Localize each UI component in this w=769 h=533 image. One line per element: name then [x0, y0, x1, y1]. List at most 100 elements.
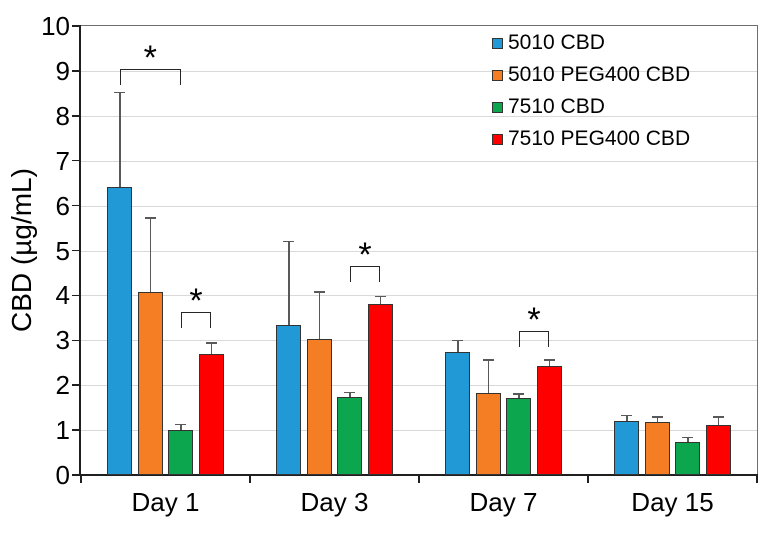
- y-axis-line: [79, 25, 81, 476]
- x-category-label: Day 3: [300, 487, 369, 517]
- error-bar-cap: [283, 240, 295, 243]
- legend-swatch-icon: [492, 37, 503, 49]
- error-bar-line: [149, 218, 151, 293]
- x-category-label: Day 7: [469, 487, 538, 517]
- bar-5010-peg400-cbd: [475, 392, 501, 475]
- bar-5010-cbd: [107, 186, 133, 475]
- error-bar-line: [119, 92, 121, 187]
- error-bar-line: [687, 437, 689, 443]
- y-tick-label: 0: [55, 460, 70, 490]
- significance-asterisk: *: [189, 282, 203, 321]
- significance-bracket: [119, 68, 181, 85]
- bar-5010-peg400-cbd: [644, 421, 670, 475]
- y-tick-mark: [72, 339, 79, 342]
- error-bar-cap: [682, 436, 694, 439]
- y-tick-mark: [72, 474, 79, 476]
- y-tick-mark: [72, 204, 79, 207]
- y-tick-mark: [72, 70, 79, 72]
- y-tick-label: 7: [55, 145, 70, 176]
- y-tick-mark: [72, 159, 79, 162]
- error-bar-cap: [712, 416, 724, 418]
- y-tick-label: 10: [41, 11, 70, 41]
- y-tick-mark: [72, 384, 79, 386]
- error-bar-cap: [205, 342, 217, 344]
- bar-7510-peg400-cbd: [536, 365, 562, 475]
- error-bar-line: [656, 417, 658, 422]
- x-category-label: Day 1: [131, 487, 200, 517]
- x-tick-mark: [587, 476, 589, 483]
- x-tick-mark: [80, 476, 82, 483]
- bar-7510-peg400-cbd: [705, 425, 731, 475]
- bar-5010-peg400-cbd: [137, 292, 163, 475]
- bar-7510-peg400-cbd: [198, 354, 224, 475]
- y-gridline: [81, 295, 757, 297]
- error-bar-cap: [452, 339, 464, 342]
- significance-asterisk: *: [527, 301, 541, 340]
- error-bar-line: [548, 360, 550, 366]
- error-bar-cap: [651, 416, 663, 418]
- error-bar-line: [349, 392, 351, 397]
- y-tick-label: 8: [55, 100, 70, 131]
- legend-swatch-icon: [492, 133, 503, 145]
- error-bar-cap: [513, 393, 525, 395]
- error-bar-cap: [114, 91, 126, 94]
- x-axis-line: [79, 474, 758, 476]
- x-tick-mark: [418, 476, 420, 483]
- error-bar-line: [210, 342, 212, 355]
- legend: 5010 CBD 5010 PEG400 CBD 7510 CBD 7510 PEG4…: [492, 27, 690, 155]
- error-bar-line: [717, 417, 719, 426]
- legend-label: 5010 CBD: [508, 31, 605, 54]
- legend-item: 5010 PEG400 CBD: [492, 59, 690, 91]
- error-bar-line: [180, 424, 182, 431]
- y-tick-label: 5: [55, 235, 70, 266]
- significance-asterisk: *: [143, 38, 157, 77]
- y-tick-mark: [72, 294, 79, 297]
- y-gridline: [81, 340, 757, 342]
- y-gridline: [81, 205, 757, 207]
- y-tick-mark: [72, 115, 79, 117]
- bar-5010-peg400-cbd: [306, 338, 332, 475]
- error-bar-cap: [374, 295, 386, 298]
- bar-5010-cbd: [445, 351, 471, 475]
- y-tick-label: 4: [55, 280, 70, 311]
- bar-7510-cbd: [168, 430, 194, 475]
- error-bar-cap: [175, 423, 187, 425]
- y-tick-label: 1: [55, 415, 70, 446]
- y-gridline: [81, 160, 757, 162]
- error-bar-line: [288, 241, 290, 325]
- y-gridline: [81, 70, 757, 72]
- bar-5010-cbd: [614, 420, 640, 475]
- significance-bracket: [349, 266, 381, 283]
- error-bar-line: [318, 291, 320, 339]
- error-bar-cap: [543, 359, 555, 361]
- error-bar-line: [379, 296, 381, 304]
- bar-5010-cbd: [276, 324, 302, 475]
- legend-swatch-icon: [492, 69, 503, 81]
- error-bar-line: [457, 340, 459, 352]
- error-bar-cap: [482, 359, 494, 361]
- y-tick-label: 3: [55, 325, 70, 356]
- y-gridline: [81, 385, 757, 387]
- y-gridline: [81, 250, 757, 252]
- y-tick-mark: [72, 249, 79, 252]
- error-bar-cap: [313, 291, 325, 293]
- legend-label: 7510 CBD: [508, 95, 605, 118]
- error-bar-cap: [344, 391, 356, 394]
- y-gridline: [81, 430, 757, 432]
- significance-bracket: [518, 331, 550, 348]
- y-gridline: [81, 115, 757, 117]
- significance-asterisk: *: [358, 236, 372, 275]
- y-tick-label: 2: [55, 370, 70, 401]
- y-tick-mark: [72, 25, 79, 27]
- error-bar-line: [487, 360, 489, 393]
- y-tick-mark: [72, 429, 79, 431]
- x-category-label: Day 15: [631, 487, 714, 517]
- legend-swatch-icon: [492, 101, 503, 113]
- bar-7510-cbd: [675, 442, 701, 475]
- error-bar-line: [518, 394, 520, 398]
- legend-item: 5010 CBD: [492, 27, 690, 59]
- y-tick-label: 6: [55, 190, 70, 221]
- legend-label: 5010 PEG400 CBD: [508, 63, 691, 86]
- legend-item: 7510 CBD: [492, 91, 690, 123]
